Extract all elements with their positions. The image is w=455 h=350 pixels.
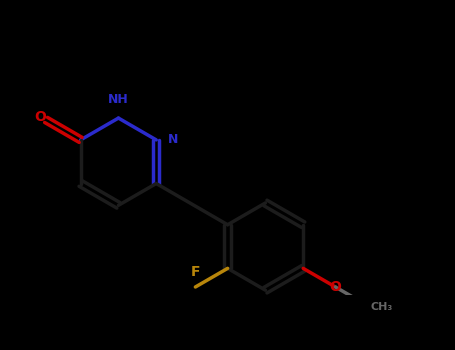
Text: CH₃: CH₃ <box>371 302 393 313</box>
Text: NH: NH <box>108 93 129 106</box>
Text: N: N <box>168 133 178 146</box>
Text: O: O <box>34 110 46 124</box>
Text: F: F <box>191 265 200 279</box>
Text: O: O <box>329 280 341 294</box>
